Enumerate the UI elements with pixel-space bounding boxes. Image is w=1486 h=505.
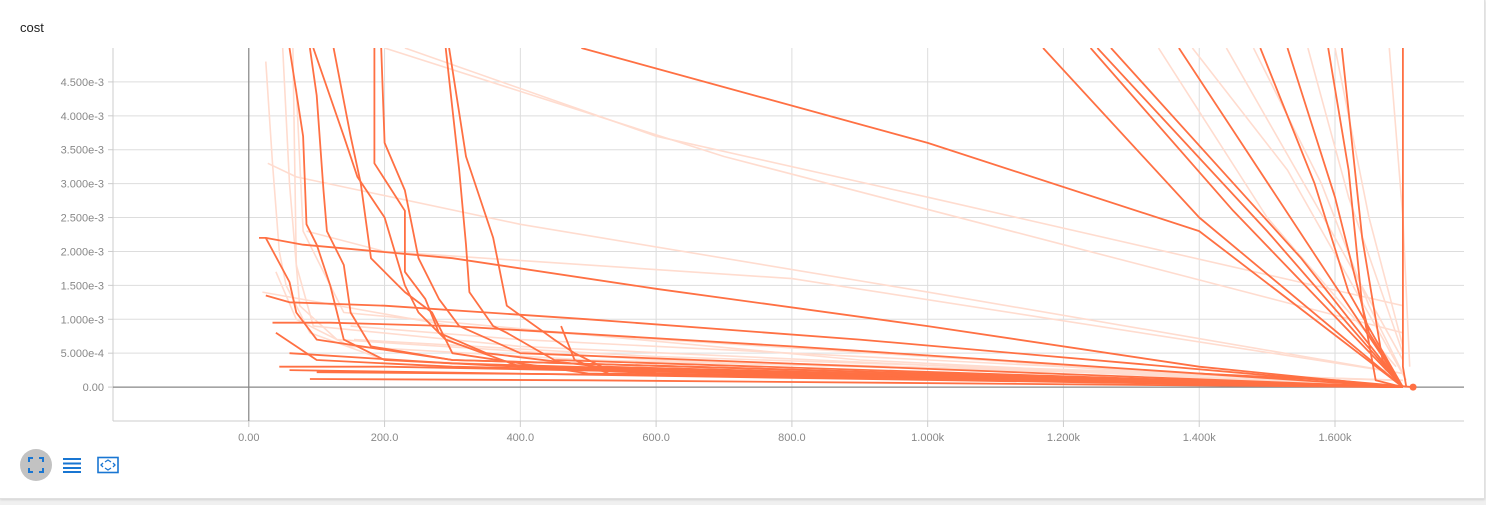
chart-title: cost [20, 20, 44, 35]
series-line-faded [353, 338, 1403, 382]
series-line [448, 48, 1403, 388]
series-line [1199, 372, 1414, 388]
y-tick-label: 0.00 [83, 382, 104, 394]
series-layer [259, 48, 1417, 391]
series-line [1042, 48, 1404, 388]
series-line [288, 48, 1403, 388]
series-line-faded [1334, 48, 1404, 347]
toggle-log-scale-button[interactable] [56, 449, 88, 481]
frame-icon [97, 456, 119, 474]
series-line [1259, 48, 1404, 388]
series-line [312, 48, 1403, 388]
chart-toolbar [20, 449, 128, 481]
y-tick-label: 2.500e-3 [61, 213, 104, 225]
series-line [265, 294, 1403, 388]
expand-icon [28, 457, 44, 473]
y-tick-label: 5.000e-4 [61, 348, 104, 360]
series-line [373, 48, 1403, 388]
x-tick-label: 1.600k [1318, 432, 1352, 444]
x-tick-label: 800.0 [778, 432, 806, 444]
x-tick-label: 1.200k [1047, 432, 1081, 444]
series-line [1340, 48, 1404, 388]
x-tick-label: 200.0 [371, 432, 399, 444]
series-line-faded [306, 230, 1404, 375]
y-axis-ticks: 0.00 5.000e-4 1.000e-3 1.500e-3 2.000e-3 2.50… [61, 77, 113, 394]
series-line-faded [1191, 48, 1407, 381]
series-line-faded [404, 48, 1404, 307]
series-line [1178, 48, 1404, 388]
fit-domain-button[interactable] [20, 449, 52, 481]
x-tick-label: 1.400k [1183, 432, 1217, 444]
y-tick-label: 4.000e-3 [61, 111, 104, 123]
y-tick-label: 4.500e-3 [61, 77, 104, 89]
series-line [581, 48, 1404, 388]
series-line-faded [1157, 48, 1397, 368]
x-axis-ticks: 0.00 200.0 400.0 600.0 800.0 1.000k 1.200k 1.40… [238, 421, 1352, 444]
y-tick-label: 2.000e-3 [61, 246, 104, 258]
last-point-marker [1409, 383, 1417, 391]
x-tick-label: 400.0 [507, 432, 535, 444]
y-tick-label: 1.500e-3 [61, 280, 104, 292]
y-tick-label: 1.000e-3 [61, 314, 104, 326]
series-line-faded [267, 162, 1404, 375]
series-line [1402, 48, 1408, 388]
series-line [1327, 48, 1404, 388]
series-line-faded [1307, 48, 1404, 354]
x-tick-label: 1.000k [911, 432, 945, 444]
series-line [309, 378, 1403, 388]
series-line-faded [384, 48, 1404, 334]
series-line [1089, 48, 1404, 388]
y-tick-label: 3.500e-3 [61, 145, 104, 157]
series-line [1096, 48, 1404, 388]
series-line [272, 321, 1403, 388]
x-tick-label: 0.00 [238, 432, 259, 444]
series-line [332, 48, 1403, 388]
series-line [1286, 48, 1404, 388]
x-tick-label: 600.0 [642, 432, 670, 444]
fit-to-data-button[interactable] [92, 449, 124, 481]
series-line-faded [1225, 48, 1404, 361]
series-line [560, 325, 1403, 388]
series-line-faded [292, 48, 1403, 388]
list-lines-icon [63, 458, 81, 473]
series-line [380, 48, 1403, 388]
y-tick-label: 3.000e-3 [61, 179, 104, 191]
axes [112, 48, 1464, 422]
series-line [309, 48, 1403, 388]
line-chart[interactable]: 0.00 5.000e-4 1.000e-3 1.500e-3 2.000e-3 2.50… [0, 0, 1484, 445]
series-line [259, 236, 1403, 388]
series-line [444, 48, 1403, 388]
